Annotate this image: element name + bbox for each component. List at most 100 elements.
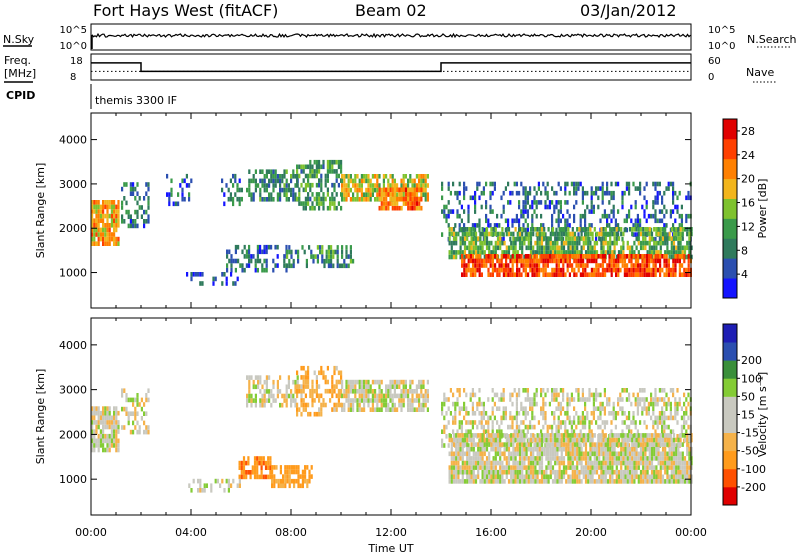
heatmap-cell — [494, 227, 497, 232]
heatmap-cell — [628, 181, 631, 187]
heatmap-cell — [481, 474, 484, 480]
heatmap-cell — [113, 213, 116, 219]
heatmap-cell — [615, 442, 618, 447]
heatmap-cell — [639, 479, 643, 484]
heatmap-cell — [493, 392, 496, 398]
heatmap-cell — [420, 407, 423, 412]
heatmap-cell — [679, 231, 682, 237]
heatmap-cell — [274, 169, 277, 174]
heatmap-cell — [551, 267, 554, 273]
heatmap-cell — [582, 227, 585, 232]
heatmap-cell — [564, 429, 567, 434]
heatmap-cell — [261, 384, 264, 390]
heatmap-cell — [248, 393, 251, 399]
heatmap-cell — [570, 397, 573, 402]
heatmap-cell — [263, 398, 266, 403]
heatmap-cell — [326, 205, 329, 211]
heatmap-cell — [690, 227, 693, 232]
heatmap-cell — [491, 388, 494, 393]
heatmap-cell — [512, 236, 515, 241]
heatmap-cell — [140, 214, 143, 219]
heatmap-cell — [626, 451, 629, 457]
heatmap-cell — [557, 209, 560, 214]
heatmap-cell — [582, 245, 585, 251]
heatmap-cell — [558, 236, 561, 241]
heatmap-cell — [610, 190, 613, 196]
heatmap-cell — [108, 232, 111, 237]
heatmap-cell — [496, 446, 500, 452]
heatmap-cell — [545, 433, 548, 438]
heatmap-cell — [515, 406, 518, 411]
heatmap-cell — [576, 442, 579, 447]
heatmap-cell — [611, 240, 614, 246]
heatmap-cell — [650, 469, 654, 475]
heatmap-cell — [650, 250, 654, 255]
heatmap-cell — [636, 429, 639, 434]
heatmap-cell — [504, 406, 507, 411]
heatmap-cell — [658, 397, 661, 402]
heatmap-cell — [422, 187, 425, 193]
heatmap-cell — [494, 479, 497, 484]
heatmap-cell — [634, 254, 637, 259]
heatmap-cell — [573, 420, 576, 425]
heatmap-cell — [411, 379, 414, 385]
heatmap-cell — [117, 209, 120, 214]
heatmap-cell — [95, 213, 98, 219]
heatmap-cell — [227, 488, 230, 493]
heatmap-cell — [645, 272, 648, 277]
heatmap-cell — [470, 250, 473, 255]
heatmap-cell — [472, 437, 475, 443]
heatmap-cell — [677, 469, 680, 475]
heatmap-cell — [485, 420, 488, 425]
heatmap-cell — [650, 479, 654, 484]
heatmap-cell — [553, 209, 556, 214]
heatmap-cell — [115, 420, 118, 425]
heatmap-cell — [502, 267, 505, 273]
colorbar-swatch — [723, 198, 737, 219]
heatmap-cell — [659, 469, 662, 475]
heatmap-cell — [485, 469, 489, 475]
heatmap-cell — [454, 190, 457, 196]
heatmap-cell — [343, 263, 346, 269]
heatmap-cell — [296, 384, 299, 389]
heatmap-cell — [393, 178, 396, 184]
heatmap-cell — [488, 456, 491, 461]
heatmap-cell — [606, 231, 610, 237]
heatmap-cell — [589, 433, 592, 438]
heatmap-cell — [265, 258, 268, 264]
heatmap-cell — [648, 465, 651, 470]
heatmap-cell — [341, 245, 344, 250]
heatmap-cell — [457, 474, 460, 480]
heatmap-cell — [639, 456, 643, 461]
heatmap-cell — [463, 388, 466, 393]
heatmap-cell — [463, 433, 467, 438]
heatmap-cell — [654, 397, 657, 402]
heatmap-cell — [501, 469, 504, 475]
heatmap-cell — [531, 415, 534, 421]
heatmap-cell — [507, 469, 511, 475]
heatmap-cell — [626, 474, 629, 480]
heatmap-cell — [610, 411, 613, 416]
heatmap-cell — [460, 429, 463, 434]
heatmap-cell — [646, 437, 649, 443]
heatmap-cell — [481, 437, 484, 443]
colorbar-swatch — [723, 278, 737, 299]
heatmap-cell — [288, 474, 291, 479]
heatmap-cell — [358, 379, 361, 385]
heatmap-cell — [455, 442, 458, 447]
heatmap-cell — [296, 182, 299, 188]
heatmap-cell — [498, 397, 501, 402]
heatmap-cell — [524, 186, 527, 191]
heatmap-cell — [672, 479, 676, 484]
heatmap-cell — [654, 218, 657, 224]
heatmap-cell — [254, 393, 257, 399]
heatmap-cell — [333, 384, 336, 389]
heatmap-cell — [666, 479, 669, 484]
heatmap-cell — [564, 200, 567, 205]
heatmap-cell — [269, 456, 272, 461]
heatmap-cell — [621, 388, 624, 393]
heatmap-cell — [589, 227, 592, 232]
heatmap-cell — [587, 433, 590, 438]
heatmap-cell — [545, 250, 548, 255]
heatmap-cell — [582, 258, 585, 264]
